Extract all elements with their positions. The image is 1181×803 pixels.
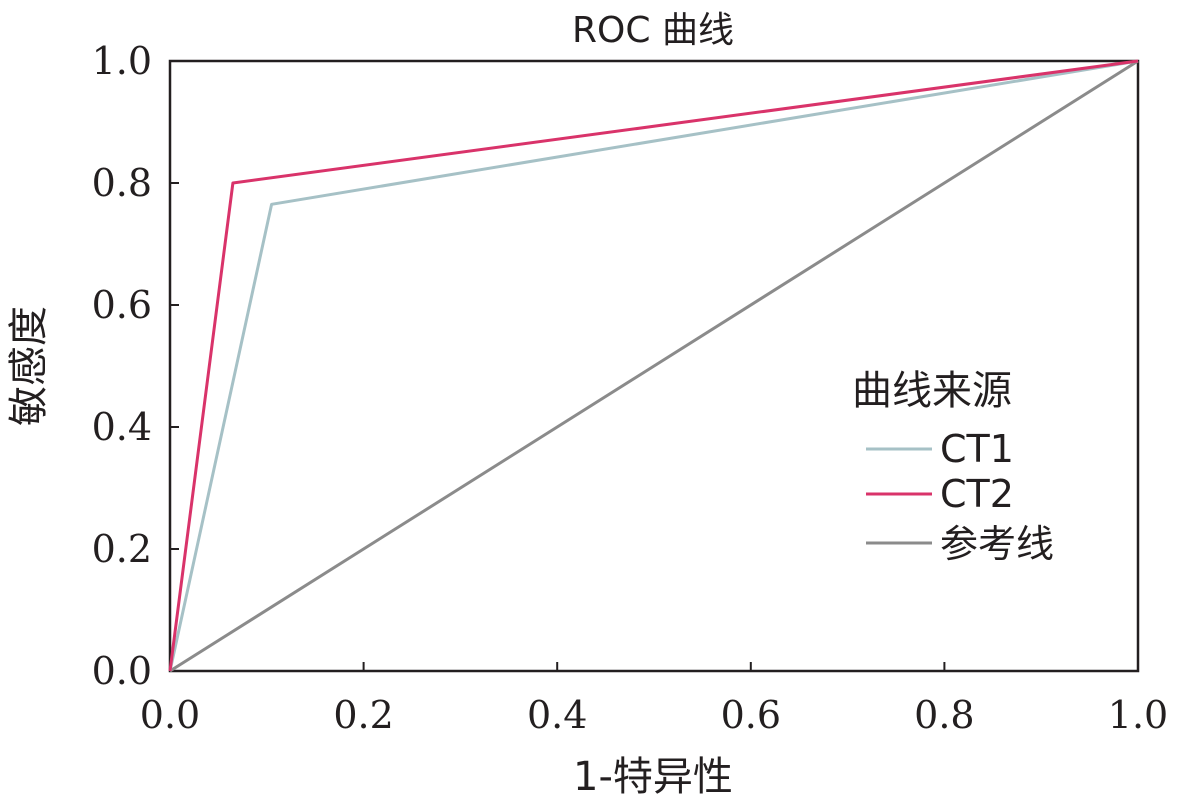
legend-item-ct2: CT2: [866, 472, 1014, 516]
legend-label-ct2: CT2: [940, 472, 1014, 516]
legend-label-reference: 参考线: [940, 522, 1054, 566]
y-tick-label: 0.6: [92, 283, 152, 327]
plot-frame: [168, 59, 1140, 673]
x-axis-ticks: 0.0 0.2 0.4 0.6 0.8 1.0: [140, 662, 1168, 737]
series-lines: [168, 59, 1139, 673]
y-tick-label: 1.0: [92, 39, 152, 83]
y-tick-label: 0.4: [92, 405, 152, 449]
y-axis-ticks: 0.0 0.2 0.4 0.6 0.8 1.0: [92, 39, 179, 693]
legend-item-ct1: CT1: [866, 427, 1014, 471]
x-axis-title: 1-特异性: [573, 754, 733, 800]
y-tick-label: 0.2: [92, 527, 152, 571]
x-tick-label: 0.6: [721, 693, 781, 737]
chart-title: ROC 曲线: [572, 10, 734, 51]
y-tick-label: 0.0: [92, 649, 152, 693]
series-line-ct2: [168, 59, 1139, 672]
series-line-reference: [169, 59, 1139, 673]
legend-title: 曲线来源: [852, 368, 1012, 414]
x-tick-label: 0.4: [527, 693, 587, 737]
x-tick-label: 0.2: [333, 693, 393, 737]
legend: 曲线来源 CT1 CT2 参考线: [852, 368, 1054, 566]
legend-item-reference: 参考线: [866, 522, 1054, 566]
x-tick-label: 0.0: [140, 693, 200, 737]
y-axis-title: 敏感度: [6, 306, 52, 426]
series-line-ct1: [168, 59, 1139, 672]
y-tick-label: 0.8: [92, 161, 152, 205]
x-tick-label: 0.8: [914, 693, 974, 737]
legend-label-ct1: CT1: [940, 427, 1014, 471]
x-tick-label: 1.0: [1108, 693, 1168, 737]
